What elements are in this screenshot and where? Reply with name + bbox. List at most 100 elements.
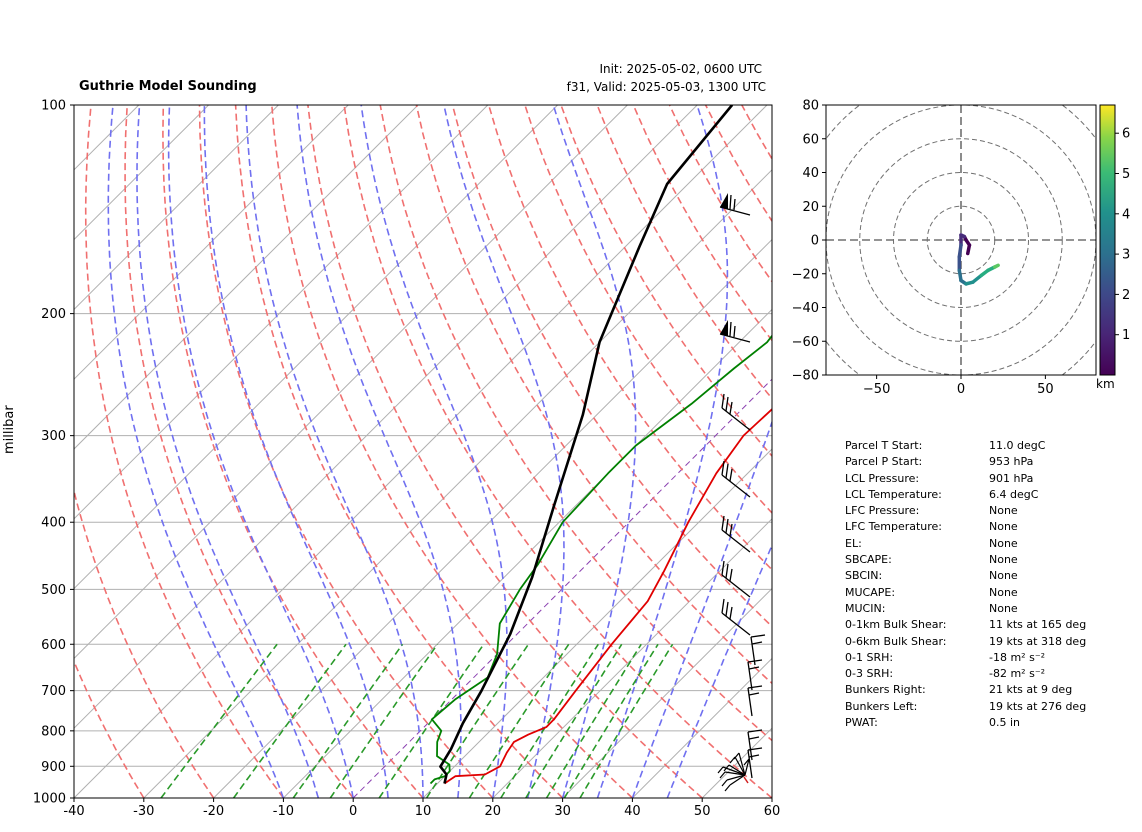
mixing-ratio-line bbox=[292, 643, 404, 798]
colorbar-tick-label: 3 bbox=[1122, 248, 1130, 263]
param-value: 6.4 degC bbox=[989, 487, 1039, 501]
dry-adiabat bbox=[271, 105, 633, 798]
param-value: None bbox=[989, 585, 1018, 599]
colorbar-tick-label: 5 bbox=[1122, 167, 1130, 182]
dry-adiabat bbox=[84, 105, 285, 798]
dry-adiabat bbox=[778, 105, 1142, 798]
mixing-ratio-line bbox=[579, 643, 674, 798]
temperature-profile bbox=[443, 408, 772, 785]
zero-isotherm bbox=[352, 378, 772, 798]
param-label: PWAT: bbox=[845, 716, 878, 730]
dry-adiabat bbox=[487, 105, 772, 571]
x-tick-label: 60 bbox=[764, 804, 781, 819]
y-tick-label: 100 bbox=[41, 99, 66, 114]
param-label: Bunkers Left: bbox=[845, 699, 918, 713]
x-tick-label: 20 bbox=[485, 804, 502, 819]
dry-adiabat bbox=[343, 105, 772, 798]
wind-barb bbox=[721, 393, 751, 431]
hodo-y-tick-label: −80 bbox=[792, 369, 819, 384]
param-label: 0-1km Bulk Shear: bbox=[845, 618, 947, 632]
wind-barb bbox=[721, 515, 751, 553]
wind-barb bbox=[750, 634, 766, 666]
hodograph-axis-ticks: −50 0 50 −80 −60 −40 −20 0 20 40 60 80 bbox=[792, 99, 1054, 398]
y-tick-label: 800 bbox=[41, 724, 66, 739]
isotherm-line bbox=[143, 169, 772, 798]
moist-adiabat bbox=[631, 419, 772, 798]
colorbar-unit-label: km bbox=[1096, 377, 1115, 391]
isotherm-line bbox=[74, 105, 209, 241]
hodograph-ring bbox=[859, 138, 1063, 342]
surface-barb-cluster bbox=[717, 752, 750, 792]
wind-barb bbox=[719, 193, 751, 216]
wind-barb bbox=[747, 729, 763, 761]
isotherm-line bbox=[492, 518, 772, 798]
dry-adiabat bbox=[307, 105, 703, 798]
moist-adiabat bbox=[136, 105, 320, 798]
param-value: None bbox=[989, 601, 1018, 615]
param-value: None bbox=[989, 553, 1018, 567]
wind-barb bbox=[747, 685, 763, 717]
wind-barb bbox=[721, 460, 751, 498]
dewpoint-profile bbox=[429, 334, 772, 785]
x-tick-label: 40 bbox=[624, 804, 641, 819]
param-value: 0.5 in bbox=[989, 716, 1021, 730]
mixing-ratio-line bbox=[232, 643, 347, 798]
colorbar-tick-label: 2 bbox=[1122, 288, 1130, 303]
isotherm-line bbox=[422, 448, 772, 798]
moist-adiabat bbox=[245, 105, 424, 798]
x-tick-label: 0 bbox=[349, 804, 357, 819]
dry-adiabat bbox=[162, 105, 424, 798]
mixing-ratio-line bbox=[563, 643, 659, 798]
param-label: EL: bbox=[845, 536, 862, 550]
x-tick-label: 30 bbox=[554, 804, 571, 819]
param-label: SBCIN: bbox=[845, 569, 883, 583]
isotherm-line bbox=[74, 105, 279, 311]
wind-barbs bbox=[717, 193, 766, 792]
param-label: 0-3 SRH: bbox=[845, 667, 894, 681]
hodo-y-tick-label: −40 bbox=[792, 301, 819, 316]
mixing-ratio-line bbox=[500, 643, 599, 798]
dry-adiabat bbox=[74, 659, 145, 798]
mixing-ratio-line bbox=[329, 643, 439, 798]
param-value: None bbox=[989, 569, 1018, 583]
moist-adiabat bbox=[203, 105, 389, 798]
dry-adiabat bbox=[560, 105, 772, 458]
mixing-ratio-line bbox=[525, 643, 623, 798]
hodo-y-tick-label: 40 bbox=[802, 166, 819, 181]
param-label: 0-6km Bulk Shear: bbox=[845, 634, 947, 648]
wind-barb bbox=[747, 747, 763, 779]
isotherm-line bbox=[74, 105, 698, 729]
isotherm-line bbox=[213, 238, 772, 798]
hodo-y-tick-label: −60 bbox=[792, 335, 819, 350]
isotherm-line bbox=[632, 657, 772, 798]
hodo-x-tick-label: 50 bbox=[1037, 382, 1054, 397]
param-value: 11.0 degC bbox=[989, 439, 1046, 452]
wind-barb bbox=[721, 560, 751, 598]
init-time: Init: 2025-05-02, 0600 UTC bbox=[599, 62, 762, 76]
isotherm-line bbox=[74, 105, 768, 798]
y-tick-label: 1000 bbox=[33, 792, 66, 807]
x-tick-label: -30 bbox=[133, 804, 154, 819]
parcel-profile bbox=[439, 105, 734, 784]
wind-barb bbox=[747, 659, 763, 691]
colorbar-tick-label: 4 bbox=[1122, 207, 1130, 222]
moist-adiabat bbox=[296, 105, 462, 798]
dry-adiabat bbox=[124, 105, 354, 798]
param-value: 953 hPa bbox=[989, 455, 1034, 469]
param-value: None bbox=[989, 520, 1018, 534]
x-tick-label: -40 bbox=[63, 804, 84, 819]
param-label: Parcel T Start: bbox=[845, 439, 923, 452]
isotherm-line bbox=[771, 797, 772, 798]
hodo-y-tick-label: 20 bbox=[802, 200, 819, 215]
x-tick-label: 50 bbox=[694, 804, 711, 819]
isotherm-line bbox=[74, 105, 419, 450]
skewt-background-lines bbox=[74, 105, 1142, 798]
hodo-y-tick-label: 0 bbox=[811, 234, 819, 249]
param-label: LFC Pressure: bbox=[845, 504, 920, 518]
isotherm-line bbox=[74, 105, 628, 660]
hodo-y-tick-label: −20 bbox=[792, 267, 819, 282]
dry-adiabat bbox=[74, 487, 215, 798]
colorbar bbox=[1099, 104, 1116, 376]
chart-title: Guthrie Model Sounding bbox=[79, 79, 257, 94]
